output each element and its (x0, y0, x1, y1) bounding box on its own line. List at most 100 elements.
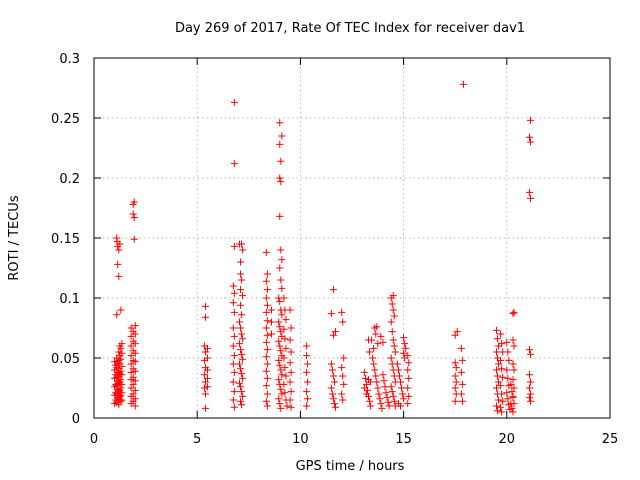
data-point (239, 355, 247, 363)
data-point (237, 301, 245, 309)
data-point (390, 397, 398, 405)
data-point (287, 388, 295, 396)
data-point (526, 346, 534, 354)
data-point (263, 331, 271, 339)
data-point (276, 400, 284, 408)
data-point (281, 389, 289, 397)
data-point (118, 340, 126, 348)
data-point (381, 383, 389, 391)
data-point (329, 286, 337, 294)
data-point (405, 392, 413, 400)
data-point (360, 384, 368, 392)
x-tick-label: 10 (292, 432, 309, 447)
data-point (118, 362, 126, 370)
data-point (397, 402, 405, 410)
data-point (362, 390, 370, 398)
data-point (129, 390, 137, 398)
data-point (276, 140, 284, 148)
data-point (287, 324, 295, 332)
data-point (239, 292, 247, 300)
data-point (383, 394, 391, 402)
data-point (277, 157, 285, 165)
data-point (398, 384, 406, 392)
data-point (127, 384, 135, 392)
data-point (238, 311, 246, 319)
data-point (263, 317, 271, 325)
data-point (366, 397, 374, 405)
data-point (497, 356, 505, 364)
data-point (457, 390, 465, 398)
data-point (282, 344, 290, 352)
data-point (230, 308, 238, 316)
y-tick-labels: 0 0.05 0.1 0.15 0.2 0.25 0.3 (51, 52, 80, 427)
data-point (127, 368, 135, 376)
data-point (510, 400, 518, 408)
data-point (230, 368, 238, 376)
data-point (503, 338, 511, 346)
data-point (230, 352, 238, 360)
data-point (262, 308, 270, 316)
data-point (262, 277, 270, 285)
data-point (339, 396, 347, 404)
data-point (276, 361, 284, 369)
data-point (127, 352, 135, 360)
data-point (115, 379, 123, 387)
data-point (397, 378, 405, 386)
data-point (509, 336, 517, 344)
data-point (339, 318, 347, 326)
data-point (369, 354, 377, 362)
data-point (329, 395, 337, 403)
data-point (238, 240, 246, 248)
data-point (275, 356, 283, 364)
data-point (370, 360, 378, 368)
data-point (117, 306, 125, 314)
data-point (370, 344, 378, 352)
data-point (129, 210, 137, 218)
data-points (111, 80, 535, 416)
data-point (509, 408, 517, 416)
data-point (118, 349, 126, 357)
data-point (201, 378, 209, 386)
data-point (237, 365, 245, 373)
data-point (497, 330, 505, 338)
data-point (277, 366, 285, 374)
data-point (527, 138, 535, 146)
data-point (118, 396, 126, 404)
data-point (263, 346, 271, 354)
data-point (329, 331, 337, 339)
data-point (498, 365, 506, 373)
data-point (263, 286, 271, 294)
y-tick-label: 0.2 (59, 172, 80, 187)
data-point (131, 349, 139, 357)
data-point (115, 388, 123, 396)
data-point (526, 371, 534, 379)
data-point (387, 383, 395, 391)
data-point (204, 374, 212, 382)
data-point (131, 322, 139, 330)
data-point (268, 318, 276, 326)
data-point (263, 301, 271, 309)
data-point (262, 294, 270, 302)
data-point (510, 342, 518, 350)
data-point (527, 397, 535, 405)
data-point (387, 318, 395, 326)
data-point (117, 355, 125, 363)
data-point (494, 407, 502, 415)
data-point (116, 240, 124, 248)
data-point (236, 318, 244, 326)
data-point (509, 392, 517, 400)
data-point (204, 344, 212, 352)
data-point (458, 356, 466, 364)
data-point (268, 330, 276, 338)
data-point (453, 328, 461, 336)
data-point (200, 371, 208, 379)
data-point (111, 358, 119, 366)
data-point (239, 246, 247, 254)
data-point (375, 390, 383, 398)
data-point (278, 311, 286, 319)
data-point (338, 390, 346, 398)
data-point (492, 348, 500, 356)
data-point (328, 390, 336, 398)
data-point (379, 338, 387, 346)
